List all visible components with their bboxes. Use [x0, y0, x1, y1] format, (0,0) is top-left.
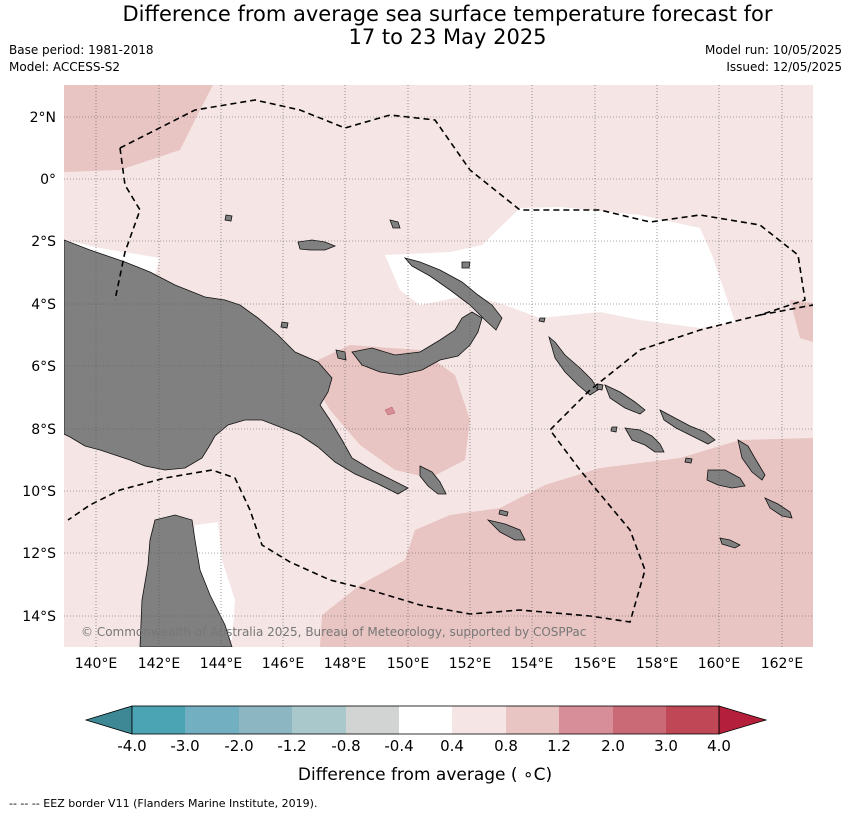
lat-label: 14°S	[22, 609, 56, 625]
colorbar-tick: 3.0	[654, 737, 678, 755]
colorbar: -4.0 -3.0 -2.0 -1.2 -0.8 -0.4 0.4 0.8 1.…	[84, 705, 768, 785]
dentrecasteaux-islands	[419, 465, 447, 495]
colorbar-tick: 4.0	[707, 737, 731, 755]
title-line-2: 17 to 23 May 2025	[348, 25, 547, 49]
colorbar-tick: 2.0	[601, 737, 625, 755]
anomaly-patch-northwest	[64, 85, 213, 172]
santa-isabel-island	[659, 409, 716, 445]
new-britain-island	[351, 311, 483, 376]
colorbar-bin	[346, 706, 399, 734]
colorbar-tick: -1.2	[277, 737, 306, 755]
graticule	[64, 85, 813, 647]
lat-label: 4°S	[31, 297, 56, 313]
colorbar-label: Difference from average ( ∘C)	[298, 765, 552, 785]
copyright-notice: © Commonwealth of Australia 2025, Bureau…	[81, 625, 587, 639]
colorbar-bin	[452, 706, 506, 734]
anomaly-patch-east	[790, 300, 813, 342]
cape-york	[139, 514, 233, 647]
new-guinea-island	[64, 239, 409, 495]
land	[64, 214, 793, 647]
title-line-1: Difference from average sea surface temp…	[122, 2, 773, 26]
guadalcanal-island	[624, 427, 665, 453]
lon-label: 144°E	[200, 656, 243, 672]
eez-footnote: -- -- -- EEZ border V11 (Flanders Marine…	[9, 797, 318, 810]
colorbar-extend-high	[718, 705, 768, 735]
eez-border	[67, 99, 813, 623]
bougainville-island	[548, 335, 599, 396]
colorbar-bin	[399, 706, 452, 734]
colorbar-bin	[132, 706, 185, 734]
lon-label: 158°E	[636, 656, 679, 672]
lon-label: 154°E	[511, 656, 554, 672]
manus-island	[297, 239, 337, 251]
lat-label: 2°S	[31, 234, 56, 250]
lon-label: 148°E	[324, 656, 367, 672]
lon-label: 152°E	[449, 656, 492, 672]
page-title: Difference from average sea surface temp…	[0, 3, 850, 49]
model-name: Model: ACCESS-S2	[9, 60, 121, 74]
louisiade-archipelago	[486, 519, 526, 541]
lon-label: 162°E	[761, 656, 804, 672]
anomaly-patch-coral-sea	[320, 438, 813, 647]
lat-label: 2°N	[30, 110, 56, 126]
lat-label: 0°	[40, 172, 56, 188]
choiseul-island	[604, 384, 646, 415]
colorbar-bin	[613, 706, 666, 734]
base-period: Base period: 1981-2018	[9, 43, 154, 57]
colorbar-extend-low	[84, 705, 133, 735]
colorbar-bin	[506, 706, 559, 734]
lon-label: 160°E	[698, 656, 741, 672]
lon-label: 142°E	[138, 656, 181, 672]
colorbar-bin	[239, 706, 292, 734]
makira-island	[706, 469, 746, 489]
lat-label: 8°S	[31, 422, 56, 438]
model-run: Model run: 10/05/2025	[704, 43, 842, 57]
new-ireland-island	[403, 257, 503, 331]
meta-right: Model run: 10/05/2025 Issued: 12/05/2025	[705, 42, 842, 76]
colorbar-bin	[292, 706, 346, 734]
colorbar-tick: -3.0	[170, 737, 199, 755]
colorbar-tick: -2.0	[224, 737, 253, 755]
lat-label: 10°S	[22, 484, 56, 500]
issued-date: Issued: 12/05/2025	[726, 60, 842, 74]
colorbar-tick: 0.4	[440, 737, 464, 755]
lon-label: 150°E	[387, 656, 430, 672]
colorbar-tick: -0.8	[331, 737, 360, 755]
lat-label: 6°S	[31, 359, 56, 375]
anomaly-patch-1.2-2.0	[384, 406, 396, 416]
meta-left: Base period: 1981-2018 Model: ACCESS-S2	[9, 42, 154, 76]
colorbar-tick: -4.0	[117, 737, 146, 755]
colorbar-bin	[666, 706, 719, 734]
lat-label: 12°S	[22, 546, 56, 562]
colorbar-tick: -0.4	[384, 737, 413, 755]
lon-label: 146°E	[262, 656, 305, 672]
rennell-island	[764, 497, 793, 519]
malaita-island	[737, 439, 766, 481]
colorbar-bin	[559, 706, 613, 734]
colorbar-bin	[185, 706, 239, 734]
lon-label: 140°E	[75, 656, 118, 672]
colorbar-tick: 0.8	[494, 737, 518, 755]
colorbar-tick: 1.2	[547, 737, 571, 755]
neutral-area-bismarck-sea	[385, 207, 735, 328]
lon-label: 156°E	[574, 656, 617, 672]
